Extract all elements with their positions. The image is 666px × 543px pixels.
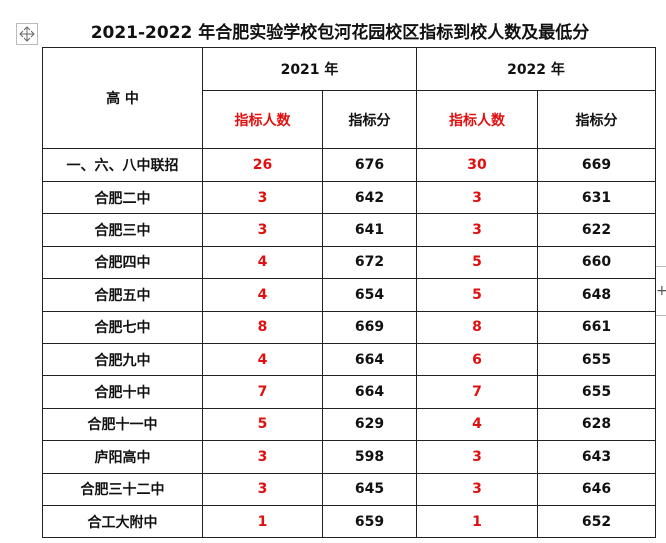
quota-count: 1: [416, 504, 538, 539]
move-icon: [19, 26, 35, 42]
quota-count: 26: [202, 148, 323, 182]
add-button[interactable]: +: [655, 266, 666, 316]
data-row: 庐阳高中 3 598 3 643: [42, 440, 656, 474]
sub-header: 指标人数: [202, 90, 323, 149]
quota-score: 659: [322, 504, 417, 539]
quota-count: 3: [416, 472, 538, 506]
quota-count: 30: [416, 148, 538, 182]
school-name: 合肥四中: [42, 245, 203, 280]
quota-score: 628: [537, 407, 656, 442]
quota-score: 664: [322, 375, 417, 409]
quota-score: 631: [537, 180, 656, 215]
quota-count: 5: [202, 407, 323, 442]
quota-count: 4: [202, 278, 323, 312]
quota-score: 676: [322, 148, 417, 182]
data-row: 合肥五中 4 654 5 648: [42, 278, 656, 312]
quota-count: 3: [416, 440, 538, 474]
quota-score: 672: [322, 245, 417, 280]
data-row: 合肥九中 4 664 6 655: [42, 342, 656, 377]
sub-header: 指标分: [537, 90, 656, 149]
sub-header: 指标人数: [416, 90, 538, 149]
data-row: 合肥二中 3 642 3 631: [42, 180, 656, 215]
quota-score: 598: [322, 440, 417, 474]
data-row: 合工大附中 1 659 1 652: [42, 504, 656, 539]
data-row: 合肥十一中 5 629 4 628: [42, 407, 656, 442]
row-header: 高 中: [42, 47, 203, 149]
title: 2021-2022 年合肥实验学校包河花园校区指标到校人数及最低分: [90, 23, 590, 43]
school-name: 合肥十一中: [42, 407, 203, 442]
quota-count: 5: [416, 245, 538, 280]
quota-count: 7: [202, 375, 323, 409]
data-row: 合肥三十二中 3 645 3 646: [42, 472, 656, 506]
quota-score: 646: [537, 472, 656, 506]
quota-count: 4: [202, 342, 323, 377]
data-row: 合肥七中 8 669 8 661: [42, 310, 656, 344]
school-name: 合肥二中: [42, 180, 203, 215]
school-name: 合工大附中: [42, 504, 203, 539]
quota-score: 648: [537, 278, 656, 312]
move-handle[interactable]: [16, 23, 38, 45]
quota-score: 641: [322, 213, 417, 247]
quota-score: 664: [322, 342, 417, 377]
quota-count: 3: [416, 180, 538, 215]
school-name: 一、六、八中联招: [42, 148, 203, 182]
quota-count: 8: [202, 310, 323, 344]
sub-header: 指标分: [322, 90, 417, 149]
data-row: 合肥四中 4 672 5 660: [42, 245, 656, 280]
school-name: 合肥三十二中: [42, 472, 203, 506]
quota-count: 3: [202, 440, 323, 474]
school-name: 合肥五中: [42, 278, 203, 312]
quota-score: 669: [537, 148, 656, 182]
quota-score: 645: [322, 472, 417, 506]
quota-count: 3: [202, 472, 323, 506]
quota-count: 4: [416, 407, 538, 442]
subheader-row: 指标人数 指标分 指标人数 指标分: [43, 90, 656, 149]
data-row: 合肥十中 7 664 7 655: [42, 375, 656, 409]
quota-score: 669: [322, 310, 417, 344]
school-name: 合肥十中: [42, 375, 203, 409]
quota-count: 4: [202, 245, 323, 280]
school-name: 合肥九中: [42, 342, 203, 377]
quota-score: 642: [322, 180, 417, 215]
quota-score: 654: [322, 278, 417, 312]
quota-score: 655: [537, 342, 656, 377]
year-header: 2022 年: [416, 47, 656, 91]
quota-score: 661: [537, 310, 656, 344]
data-row: 一、六、八中联招 26 676 30 669: [42, 148, 656, 182]
school-name: 庐阳高中: [42, 440, 203, 474]
quota-count: 5: [416, 278, 538, 312]
quota-count: 3: [202, 213, 323, 247]
school-name: 合肥三中: [42, 213, 203, 247]
year-header: 2021 年: [202, 47, 417, 91]
header-row: 高 中 2021 年 2022 年: [42, 47, 656, 149]
quota-count: 7: [416, 375, 538, 409]
quota-score: 660: [537, 245, 656, 280]
quota-count: 1: [202, 504, 323, 539]
quota-count: 3: [202, 180, 323, 215]
school-name: 合肥七中: [42, 310, 203, 344]
quota-score: 629: [322, 407, 417, 442]
quota-score: 643: [537, 440, 656, 474]
quota-count: 8: [416, 310, 538, 344]
quota-score: 652: [537, 504, 656, 539]
quota-count: 6: [416, 342, 538, 377]
quota-count: 3: [416, 213, 538, 247]
data-row: 合肥三中 3 641 3 622: [42, 213, 656, 247]
quota-score: 622: [537, 213, 656, 247]
score-table: 高 中 2021 年 2022 年 指标人数 指标分 指标人数 指标分 一、六、…: [42, 47, 656, 539]
quota-score: 655: [537, 375, 656, 409]
